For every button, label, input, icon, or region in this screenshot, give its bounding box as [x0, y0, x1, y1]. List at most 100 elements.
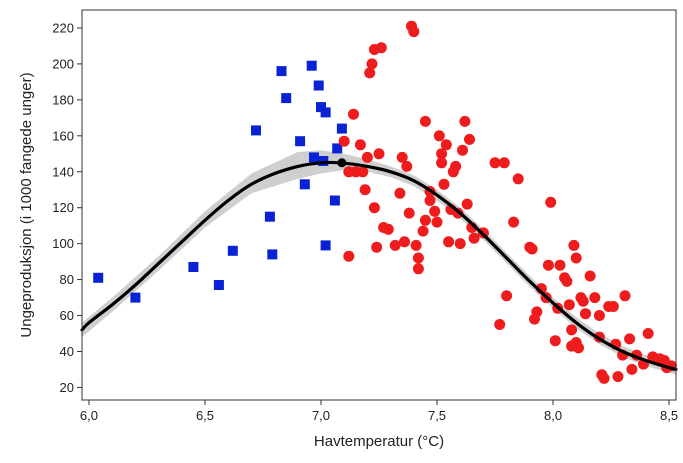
- data-point-square: [318, 156, 329, 166]
- data-point-circle: [626, 363, 638, 375]
- data-point-circle: [454, 238, 466, 250]
- data-point-square: [130, 292, 141, 303]
- x-tick-label: 6,5: [196, 408, 214, 423]
- data-point-circle: [424, 195, 436, 206]
- data-point-square: [251, 125, 261, 136]
- data-point-square: [295, 136, 306, 147]
- data-point-circle: [624, 333, 636, 345]
- data-point-circle: [403, 207, 415, 219]
- data-point-circle: [429, 205, 441, 217]
- data-point-circle: [394, 187, 406, 199]
- y-tick-label: 80: [60, 272, 74, 287]
- y-tick-label: 100: [52, 236, 74, 251]
- y-tick-label: 200: [52, 56, 74, 71]
- data-point-square: [276, 66, 287, 77]
- data-point-square: [313, 80, 324, 91]
- data-point-circle: [526, 243, 538, 255]
- data-point-circle: [401, 160, 413, 172]
- data-point-circle: [501, 290, 513, 302]
- data-point-square: [320, 107, 331, 118]
- data-point-circle: [373, 148, 385, 160]
- data-point-circle: [338, 135, 350, 147]
- x-tick-label: 7,5: [428, 408, 446, 423]
- data-point-square: [306, 60, 317, 71]
- data-point-circle: [443, 236, 455, 248]
- data-point-circle: [433, 130, 445, 142]
- data-point-square: [309, 152, 319, 163]
- data-point-circle: [417, 225, 429, 237]
- data-point-circle: [561, 275, 573, 287]
- data-point-circle: [361, 151, 373, 163]
- data-point-circle: [531, 306, 543, 318]
- x-tick-label: 8,0: [544, 408, 562, 423]
- data-point-circle: [508, 216, 520, 228]
- data-point-circle: [354, 139, 366, 151]
- fit-curve: [80, 160, 678, 371]
- data-point-circle: [573, 342, 584, 354]
- data-point-square: [320, 240, 331, 251]
- data-point-circle: [412, 252, 424, 264]
- data-point-circle: [498, 157, 510, 169]
- data-point-circle: [489, 157, 501, 169]
- data-point-circle: [343, 250, 355, 262]
- data-point-circle: [410, 239, 422, 251]
- plot-frame: [81, 9, 677, 401]
- y-tick-label: 140: [52, 164, 74, 179]
- data-point-circle: [619, 290, 631, 302]
- data-point-circle: [431, 216, 443, 228]
- data-point-square: [329, 195, 340, 206]
- x-tick-label: 6,0: [80, 408, 98, 423]
- data-point-square: [316, 102, 326, 113]
- data-point-square: [336, 123, 347, 134]
- data-point-circle: [459, 115, 471, 127]
- data-point-circle: [375, 42, 387, 54]
- data-point-circle: [589, 292, 601, 304]
- data-point-square: [213, 280, 224, 290]
- data-point-circle: [545, 196, 557, 208]
- data-point-square: [299, 179, 310, 190]
- data-point-square: [281, 93, 292, 104]
- data-point-circle: [382, 223, 394, 235]
- y-axis: 20 40 60 80 100 120 140 160 180 200 220: [52, 20, 82, 395]
- data-point-circle: [593, 310, 605, 321]
- data-point-circle: [419, 214, 431, 226]
- data-point-square: [267, 249, 278, 260]
- data-point-circle: [549, 335, 561, 347]
- data-point-circle: [542, 259, 554, 271]
- x-axis-label: Havtemperatur (°C): [314, 433, 444, 450]
- confidence-band-layer: [82, 150, 676, 375]
- y-tick-label: 120: [52, 200, 74, 215]
- data-point-circle: [440, 139, 452, 151]
- data-point-circle: [450, 160, 462, 172]
- y-tick-label: 60: [60, 308, 74, 323]
- confidence-band: [82, 150, 676, 375]
- data-point-circle: [436, 157, 448, 169]
- data-point-square: [188, 262, 199, 272]
- data-point-circle: [348, 108, 359, 120]
- data-point-square: [332, 143, 343, 154]
- data-point-circle: [494, 319, 506, 330]
- y-axis-label: Ungeproduksjon (i 1000 fangede unger): [18, 72, 35, 337]
- data-point-circle: [563, 299, 575, 311]
- fit-peak-marker: [337, 158, 347, 168]
- data-point-circle: [359, 184, 371, 196]
- data-point-circle: [389, 239, 401, 251]
- data-point-square: [227, 245, 238, 256]
- data-point-circle: [412, 263, 424, 275]
- x-axis: 6,0 6,5 7,0 7,5 8,0 8,5: [80, 400, 678, 423]
- data-point-circle: [580, 308, 591, 320]
- data-point-circle: [366, 58, 378, 70]
- y-tick-label: 180: [52, 92, 74, 107]
- data-point-circle: [368, 202, 380, 214]
- data-point-circle: [512, 173, 524, 185]
- data-point-circle: [438, 178, 450, 190]
- y-tick-label: 220: [52, 20, 74, 35]
- y-tick-label: 160: [52, 128, 74, 143]
- x-tick-label: 8,5: [660, 408, 678, 423]
- data-point-circle: [570, 252, 582, 264]
- data-point-circle: [419, 115, 431, 127]
- data-point-circle: [598, 372, 610, 384]
- data-point-circle: [464, 133, 475, 145]
